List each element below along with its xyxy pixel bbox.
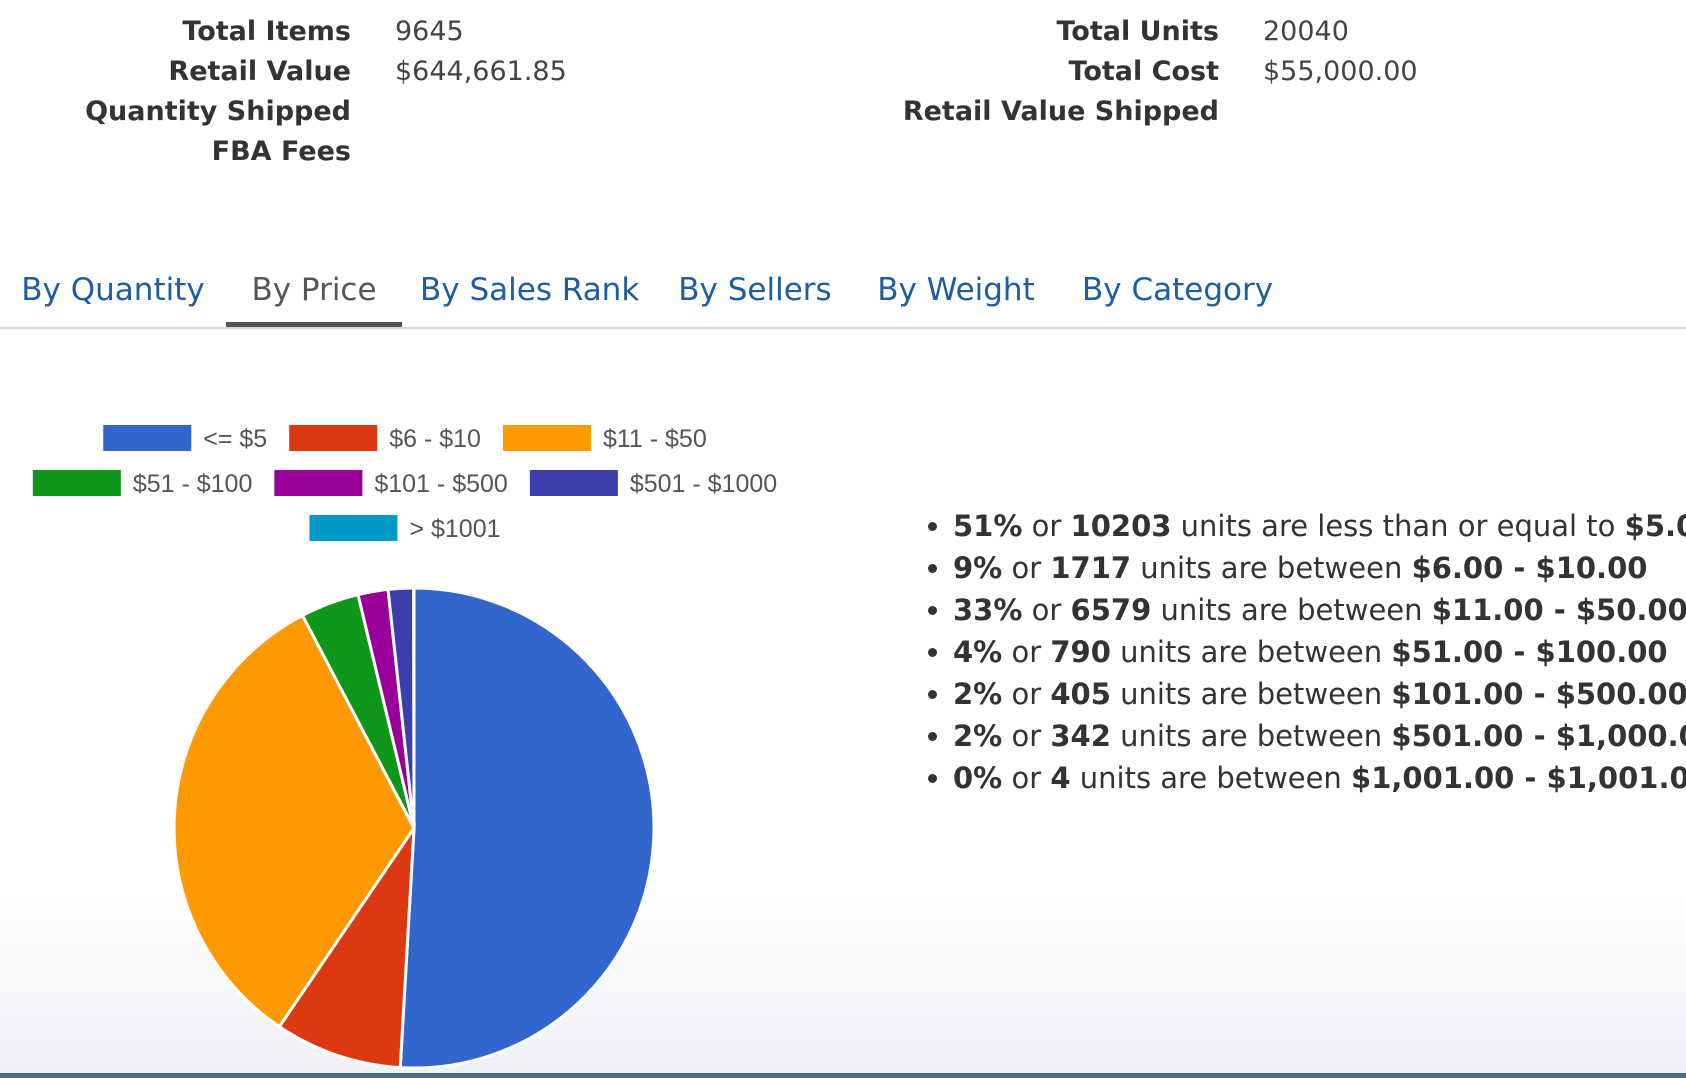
summary-value-total-cost: $55,000.00 [1263, 56, 1418, 87]
breakdown-text: units are between [1140, 551, 1403, 585]
breakdown-or: or [1011, 719, 1042, 753]
breakdown-units: 405 [1050, 677, 1111, 711]
summary-label-total-cost: Total Cost [1068, 56, 1219, 87]
pie-slices [172, 586, 656, 1070]
inventory-summary: Total Items 9645 Retail Value $644,661.8… [0, 0, 1686, 180]
pie-slice[interactable] [277, 822, 416, 1070]
breakdown-pct: 9% [953, 551, 1003, 585]
breakdown-pct: 33% [953, 593, 1023, 627]
legend-swatch [502, 425, 591, 451]
breakdown-units: 342 [1050, 719, 1111, 753]
tab-by-category[interactable]: By Category [1082, 272, 1274, 308]
breakdown-item: 33% or 6579 units are between $11.00 - $… [953, 589, 1686, 631]
breakdown-item: 0% or 4 units are between $1,001.00 - $1… [953, 757, 1686, 799]
tab-by-weight[interactable]: By Weight [877, 272, 1035, 308]
legend-label: $501 - $1000 [630, 470, 777, 498]
breakdown-item: 4% or 790 units are between $51.00 - $10… [953, 631, 1685, 673]
legend-label: $51 - $100 [133, 470, 253, 498]
price-pie-chart: <= $5 $6 - $10 $11 - $50 $51 - $100 $101 - $… [0, 420, 860, 1075]
breakdown-pct: 0% [953, 761, 1003, 795]
summary-label-quantity-shipped: Quantity Shipped [85, 96, 351, 127]
page-bottom-border [0, 1073, 1686, 1078]
summary-value-total-units: 20040 [1263, 16, 1349, 47]
legend-swatch [289, 425, 378, 451]
breakdown-range: $5.00 [1624, 509, 1686, 543]
breakdown-range: $101.00 - $500.00 [1391, 677, 1686, 711]
breakdown-units: 10203 [1070, 509, 1172, 543]
legend-swatch [32, 470, 121, 496]
tab-by-price[interactable]: By Price [226, 250, 402, 327]
breakdown-text: units are between [1120, 635, 1383, 669]
pie-slice[interactable] [398, 586, 656, 1070]
breakdown-text: units are between [1079, 761, 1342, 795]
breakdown-or: or [1011, 551, 1042, 585]
breakdown-range: $1,001.00 - $1,001.00 [1351, 761, 1686, 795]
breakdown-or: or [1011, 761, 1042, 795]
breakdown-item: 2% or 342 units are between $501.00 - $1… [953, 715, 1686, 757]
breakdown-range: $501.00 - $1,000.00 [1391, 719, 1686, 753]
breakdown-item: 2% or 405 units are between $101.00 - $5… [953, 673, 1686, 715]
summary-label-retail-value-shipped: Retail Value Shipped [902, 96, 1219, 127]
breakdown-item: 51% or 10203 units are less than or equa… [953, 505, 1686, 547]
summary-label-fba-fees: FBA Fees [211, 136, 351, 167]
breakdown-item: 9% or 1717 units are between $6.00 - $10… [953, 547, 1685, 589]
chart-tabs: By Quantity By Price By Sales Rank By Se… [0, 250, 1686, 329]
summary-label-retail-value: Retail Value [168, 56, 351, 87]
breakdown-range: $11.00 - $50.00 [1431, 593, 1686, 627]
breakdown-text: units are between [1160, 593, 1423, 627]
breakdown-range: $51.00 - $100.00 [1391, 635, 1668, 669]
legend-label: $101 - $500 [374, 470, 507, 498]
breakdown-units: 4 [1050, 761, 1071, 795]
legend-label: $6 - $10 [389, 425, 481, 453]
tab-by-sales-rank[interactable]: By Sales Rank [420, 272, 640, 308]
breakdown-or: or [1011, 635, 1042, 669]
breakdown-or: or [1031, 509, 1062, 543]
summary-label-total-items: Total Items [182, 16, 351, 47]
legend-label: $11 - $50 [603, 425, 707, 453]
breakdown-range: $6.00 - $10.00 [1411, 551, 1648, 585]
legend-swatch [103, 425, 192, 451]
pie-slice[interactable] [172, 613, 416, 1029]
breakdown-text: units are less than or equal to [1180, 509, 1616, 543]
legend-label: > $1001 [409, 515, 500, 543]
summary-value-retail-value: $644,661.85 [395, 56, 567, 87]
breakdown-units: 6579 [1070, 593, 1152, 627]
breakdown-units: 790 [1050, 635, 1111, 669]
breakdown-pct: 4% [953, 635, 1003, 669]
price-breakdown: 51% or 10203 units are less than or equa… [925, 505, 1686, 799]
summary-value-total-items: 9645 [395, 16, 464, 47]
legend-label: <= $5 [203, 425, 267, 453]
breakdown-text: units are between [1120, 719, 1383, 753]
breakdown-pct: 51% [953, 509, 1023, 543]
breakdown-text: units are between [1120, 677, 1383, 711]
breakdown-pct: 2% [953, 719, 1003, 753]
chart-legend: <= $5 $6 - $10 $11 - $50 $51 - $100 $101 - $… [32, 425, 777, 543]
breakdown-or: or [1011, 677, 1042, 711]
pie-chart-svg: <= $5 $6 - $10 $11 - $50 $51 - $100 $101 - $… [32, 425, 777, 1070]
breakdown-or: or [1031, 593, 1062, 627]
breakdown-units: 1717 [1050, 551, 1132, 585]
summary-label-total-units: Total Units [1056, 16, 1219, 47]
legend-swatch [529, 470, 618, 496]
legend-swatch [274, 470, 363, 496]
legend-swatch [309, 515, 398, 541]
tab-by-sellers[interactable]: By Sellers [678, 272, 832, 308]
tab-by-quantity[interactable]: By Quantity [21, 272, 205, 308]
breakdown-pct: 2% [953, 677, 1003, 711]
